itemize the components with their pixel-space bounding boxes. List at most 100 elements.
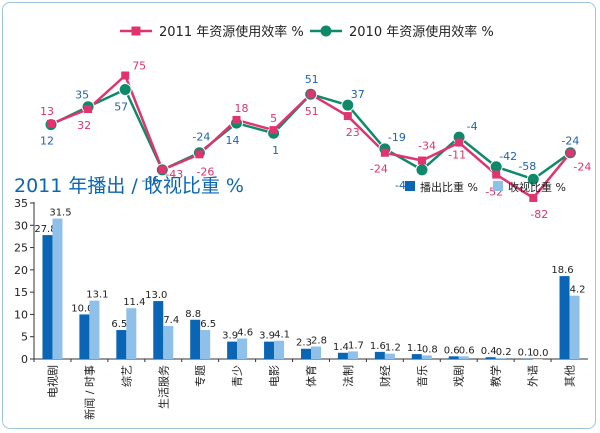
y-tick-label: 10: [14, 308, 28, 321]
bar-data-label: 3.9: [222, 331, 238, 342]
x-tick-label: 专题: [193, 365, 207, 387]
bar-broadcast: [301, 348, 311, 359]
line-data-label: -26: [196, 165, 214, 178]
line-data-label: -24: [370, 163, 388, 176]
x-tick-label: 财经: [378, 365, 392, 387]
bar-data-label: 1.6: [370, 341, 386, 352]
legend-label-viewing: 收视比重 %: [508, 180, 566, 194]
bar-data-label: 13.0: [145, 290, 167, 301]
bar-broadcast: [153, 301, 164, 359]
x-tick-label: 音乐: [415, 365, 429, 387]
bar-data-label: 7.4: [163, 315, 179, 326]
bar-broadcast: [411, 354, 422, 359]
x-tick-label: 电视剧: [45, 365, 59, 398]
bar-data-label: 6.5: [200, 319, 216, 330]
bar-data-label: 2.8: [311, 336, 327, 347]
line-data-label: -24: [192, 131, 210, 144]
point-2010: [118, 83, 132, 97]
bar-viewing: [458, 356, 469, 359]
y-tick-label: 25: [14, 242, 28, 255]
bar-data-label: 0.2: [496, 347, 512, 358]
bar-data-label: 8.8: [185, 309, 201, 320]
bar-legend: 播出比重 % 收视比重 %: [405, 180, 566, 194]
y-tick-label: 15: [14, 286, 28, 299]
legend-swatch-broadcast: [405, 181, 415, 191]
line-data-label: -43: [165, 168, 183, 181]
bar-data-label: 1.7: [348, 340, 364, 351]
bar-viewing: [163, 326, 174, 359]
point-2011: [84, 105, 93, 114]
bar-viewing: [200, 330, 211, 359]
bar-viewing: [311, 346, 321, 359]
legend-label-2011: 2011 年资源使用效率 %: [159, 24, 304, 40]
bar-broadcast: [559, 276, 570, 359]
point-2011: [195, 150, 204, 159]
x-tick-label: 外语: [527, 365, 540, 387]
bar-data-label: 0.8: [422, 344, 438, 355]
y-tick-label: 20: [14, 264, 28, 277]
line-data-label: -19: [388, 131, 406, 144]
line-data-label: 14: [226, 134, 240, 147]
bar-broadcast: [374, 351, 385, 359]
line-data-label: 23: [346, 126, 360, 139]
x-tick-label: 其他: [564, 365, 577, 387]
line-data-label: 18: [235, 102, 249, 115]
bar-data-label: 0.4: [481, 346, 497, 357]
bar-broadcast: [116, 330, 127, 359]
line-legend: 2011 年资源使用效率 % 2010 年资源使用效率 %: [120, 24, 494, 40]
bar-viewing: [126, 308, 137, 359]
line-data-label: 12: [40, 135, 54, 148]
bar-data-label: 1.4: [333, 342, 349, 353]
bar-viewing: [532, 359, 543, 360]
bar-data-label: 27.8: [34, 224, 56, 235]
bar-viewing: [421, 355, 432, 359]
bar-broadcast: [227, 341, 238, 359]
line-data-label: -34: [418, 140, 436, 153]
legend-marker-2010: [320, 25, 332, 37]
bar-chart-title: 2011 年播出 / 收视比重 %: [14, 175, 244, 197]
bar-data-label: 1.1: [407, 343, 423, 354]
y-tick-label: 30: [14, 219, 28, 232]
bar-data-label: 3.9: [259, 331, 275, 342]
bar-data-label: 0.6: [459, 345, 475, 356]
point-2010: [526, 172, 540, 186]
x-tick-label: 青少: [231, 365, 244, 387]
line-data-label: -24: [573, 161, 591, 174]
bar-viewing: [237, 338, 248, 359]
bar-broadcast: [522, 358, 533, 360]
x-tick-label: 生活服务: [156, 365, 170, 409]
bar-viewing: [569, 295, 580, 359]
line-data-label: -24: [561, 135, 579, 148]
x-tick-label: 教学: [489, 365, 503, 387]
line-data-label: 51: [305, 73, 319, 86]
bar-data-label: 4.1: [274, 330, 290, 341]
bar-data-label: 13.1: [86, 290, 108, 301]
line-data-label: 37: [351, 88, 365, 101]
line-data-label: -46: [141, 174, 159, 187]
point-2010: [341, 98, 355, 112]
legend-marker-2011: [131, 26, 141, 36]
bar-data-label: 10.0: [71, 303, 93, 314]
line-data-label: 5: [270, 112, 277, 125]
point-2011: [269, 126, 278, 135]
x-tick-label: 新闻 / 时事: [82, 365, 96, 420]
bar-data-label: 31.5: [49, 208, 71, 219]
bar-broadcast: [485, 357, 496, 359]
point-2011: [492, 170, 501, 179]
bar-data-label: 6.5: [111, 319, 127, 330]
bar-data-label: 4.6: [237, 327, 253, 338]
bar-chart: 0 5 10 15 20 25 30 35 27.8 31.5 电视剧 10.0 13.1 新闻 / 时事…: [14, 197, 588, 420]
legend-label-2010: 2010 年资源使用效率 %: [349, 24, 494, 40]
bar-viewing: [384, 353, 395, 359]
line-data-label: 32: [77, 119, 91, 132]
bar-viewing: [274, 340, 285, 359]
bar-viewing: [495, 358, 506, 359]
point-2011: [158, 165, 167, 174]
point-2011: [566, 148, 575, 157]
bar-viewing: [52, 218, 63, 359]
x-tick-label: 法制: [341, 365, 355, 387]
x-tick-label: 电影: [268, 365, 281, 387]
point-2011: [455, 138, 464, 147]
